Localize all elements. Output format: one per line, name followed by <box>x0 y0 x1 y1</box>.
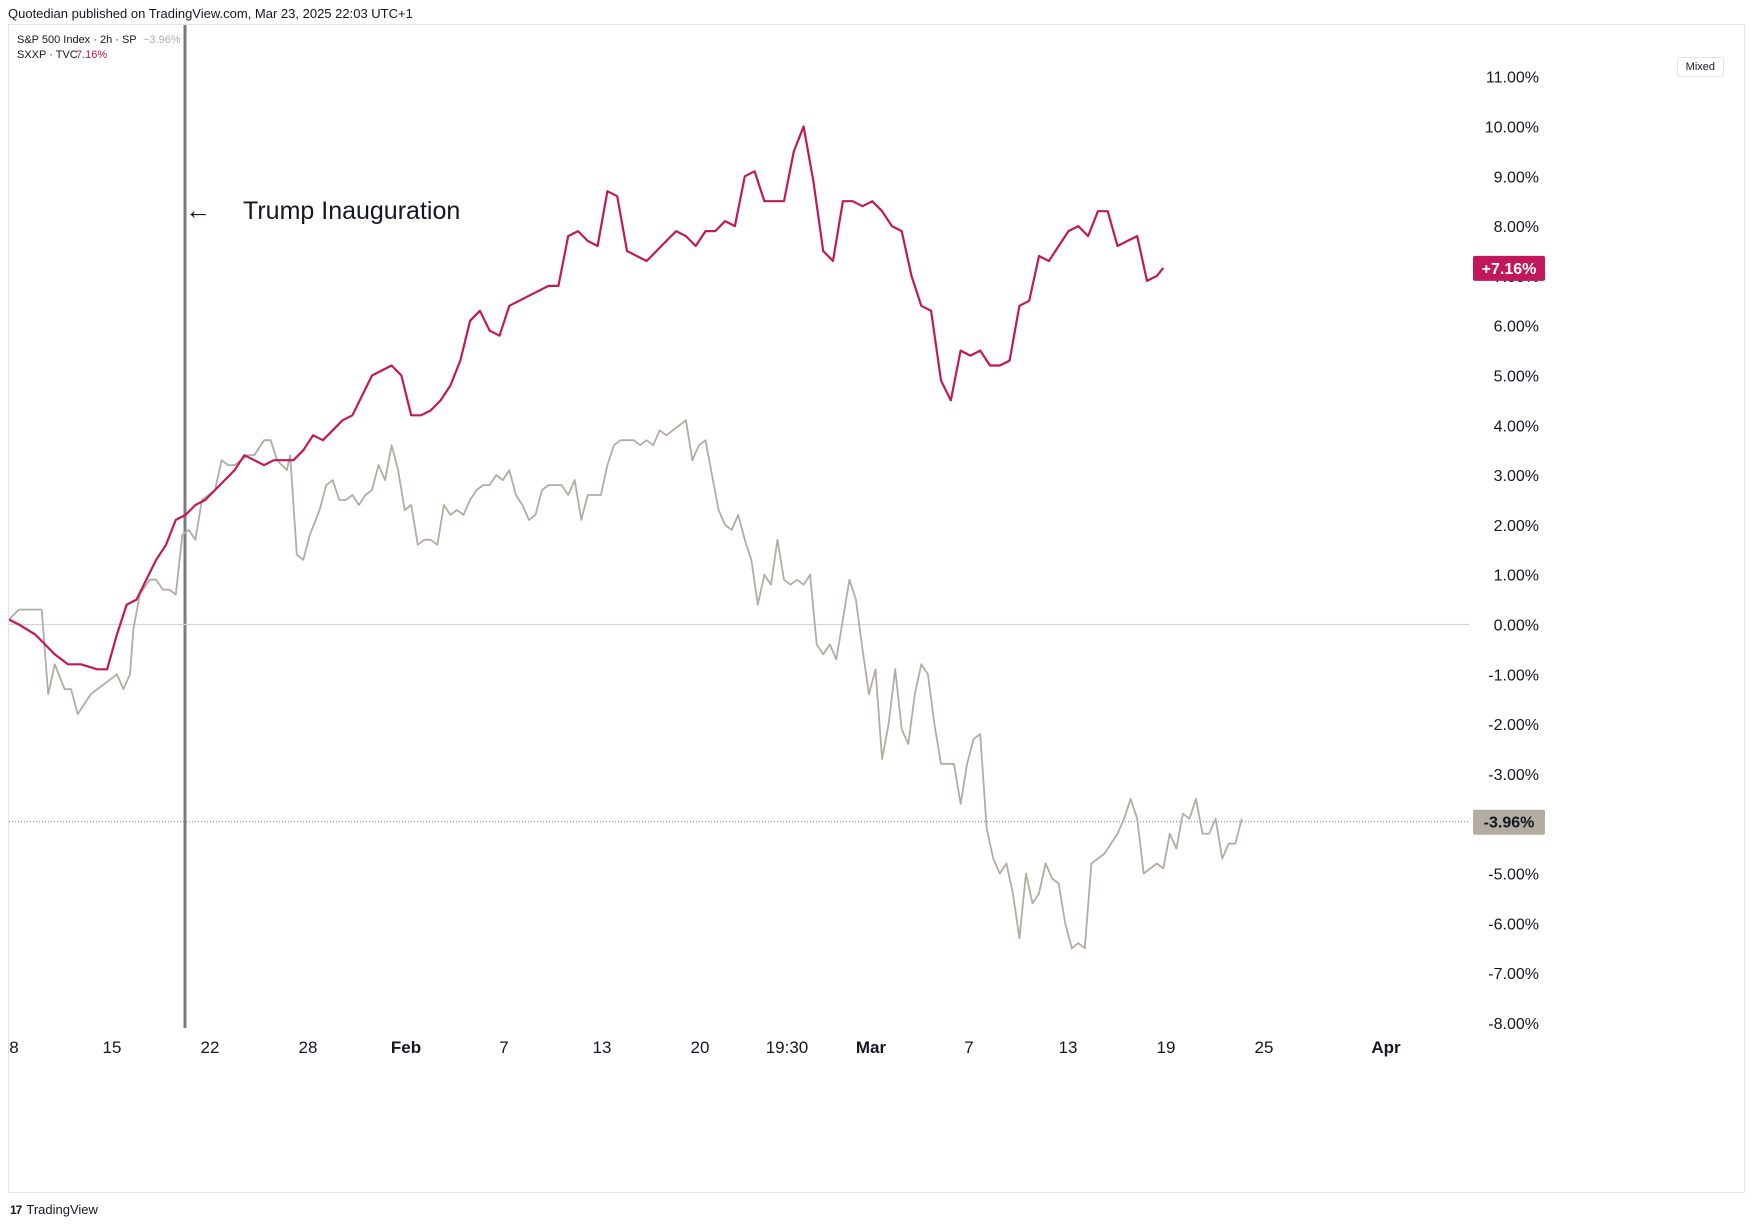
x-tick-label: 19:30 <box>766 1038 809 1057</box>
sxxp-series-line <box>9 125 1165 671</box>
y-tick-label: -6.00% <box>1488 916 1539 933</box>
x-tick-label: 15 <box>103 1038 122 1057</box>
inauguration-annotation: ← Trump Inauguration <box>183 25 460 1028</box>
x-tick-label: 8 <box>9 1038 18 1057</box>
sxxp-price-label-box <box>1473 255 1545 281</box>
x-tick-label: 25 <box>1255 1038 1274 1057</box>
x-tick-label: 7 <box>964 1038 973 1057</box>
x-tick-label: 20 <box>691 1038 710 1057</box>
y-tick-label: 2.00% <box>1494 518 1539 535</box>
spx-series-line <box>9 419 1243 950</box>
x-tick-label: Feb <box>391 1038 421 1057</box>
tradingview-footer[interactable]: 17 TradingView <box>10 1202 98 1217</box>
y-tick-label: 10.00% <box>1485 120 1539 137</box>
x-tick-label: 28 <box>299 1038 318 1057</box>
y-tick-label: -8.00% <box>1488 1016 1539 1033</box>
y-tick-label: -1.00% <box>1488 667 1539 684</box>
series-layer <box>9 125 1243 950</box>
legend-sxxp-value: 7.16% <box>76 49 107 61</box>
y-tick-label: 8.00% <box>1494 219 1539 236</box>
publish-header: Quotedian published on TradingView.com, … <box>8 6 413 21</box>
y-axis[interactable]: 11.00%10.00%9.00%8.00%7.00%6.00%5.00%4.0… <box>1485 70 1539 1033</box>
y-tick-label: 6.00% <box>1494 319 1539 336</box>
price-labels: +7.16% -3.96% <box>1473 255 1545 835</box>
x-tick-label: Apr <box>1371 1038 1401 1057</box>
y-tick-label: 0.00% <box>1494 618 1539 635</box>
tradingview-logo-icon: 17 <box>10 1202 22 1217</box>
legend-sxxp-name: SXXP · TVC <box>17 49 78 61</box>
y-tick-label: 4.00% <box>1494 418 1539 435</box>
sxxp-price-label: +7.16% <box>1482 261 1537 278</box>
y-tick-label: 9.00% <box>1494 169 1539 186</box>
x-tick-label: 22 <box>201 1038 220 1057</box>
y-tick-label: 3.00% <box>1494 468 1539 485</box>
chart-canvas[interactable]: S&P 500 Index · 2h · SP −3.96% SXXP · TV… <box>9 25 1744 1192</box>
legend-spx-value: −3.96% <box>143 34 181 46</box>
legend: S&P 500 Index · 2h · SP −3.96% SXXP · TV… <box>17 34 181 61</box>
footer-brand: TradingView <box>26 1202 98 1217</box>
chart-frame: S&P 500 Index · 2h · SP −3.96% SXXP · TV… <box>8 24 1745 1193</box>
legend-spx-name: S&P 500 Index · 2h · SP <box>17 34 137 46</box>
y-tick-label: 5.00% <box>1494 369 1539 386</box>
y-tick-label: -3.00% <box>1488 767 1539 784</box>
x-tick-label: 19 <box>1157 1038 1176 1057</box>
y-tick-label: 1.00% <box>1494 568 1539 585</box>
grid-layer <box>9 623 1469 823</box>
y-tick-label: -7.00% <box>1488 966 1539 983</box>
x-tick-label: 7 <box>499 1038 508 1057</box>
x-tick-label: Mar <box>856 1038 887 1057</box>
spx-price-label-box <box>1473 809 1545 835</box>
x-tick-label: 13 <box>1059 1038 1078 1057</box>
x-axis[interactable]: 8 15 22 28 Feb 7 13 20 19:30 Mar 7 13 19 25 Apr <box>9 1038 1401 1057</box>
x-tick-label: 13 <box>593 1038 612 1057</box>
y-tick-label: -2.00% <box>1488 717 1539 734</box>
annotation-arrow-icon: ← <box>185 195 211 225</box>
annotation-label: Trump Inauguration <box>243 197 460 225</box>
y-tick-label: -5.00% <box>1488 867 1539 884</box>
scale-mode-button[interactable]: Mixed <box>1676 57 1724 77</box>
spx-price-label: -3.96% <box>1484 815 1535 832</box>
y-tick-label: 11.00% <box>1486 70 1539 87</box>
